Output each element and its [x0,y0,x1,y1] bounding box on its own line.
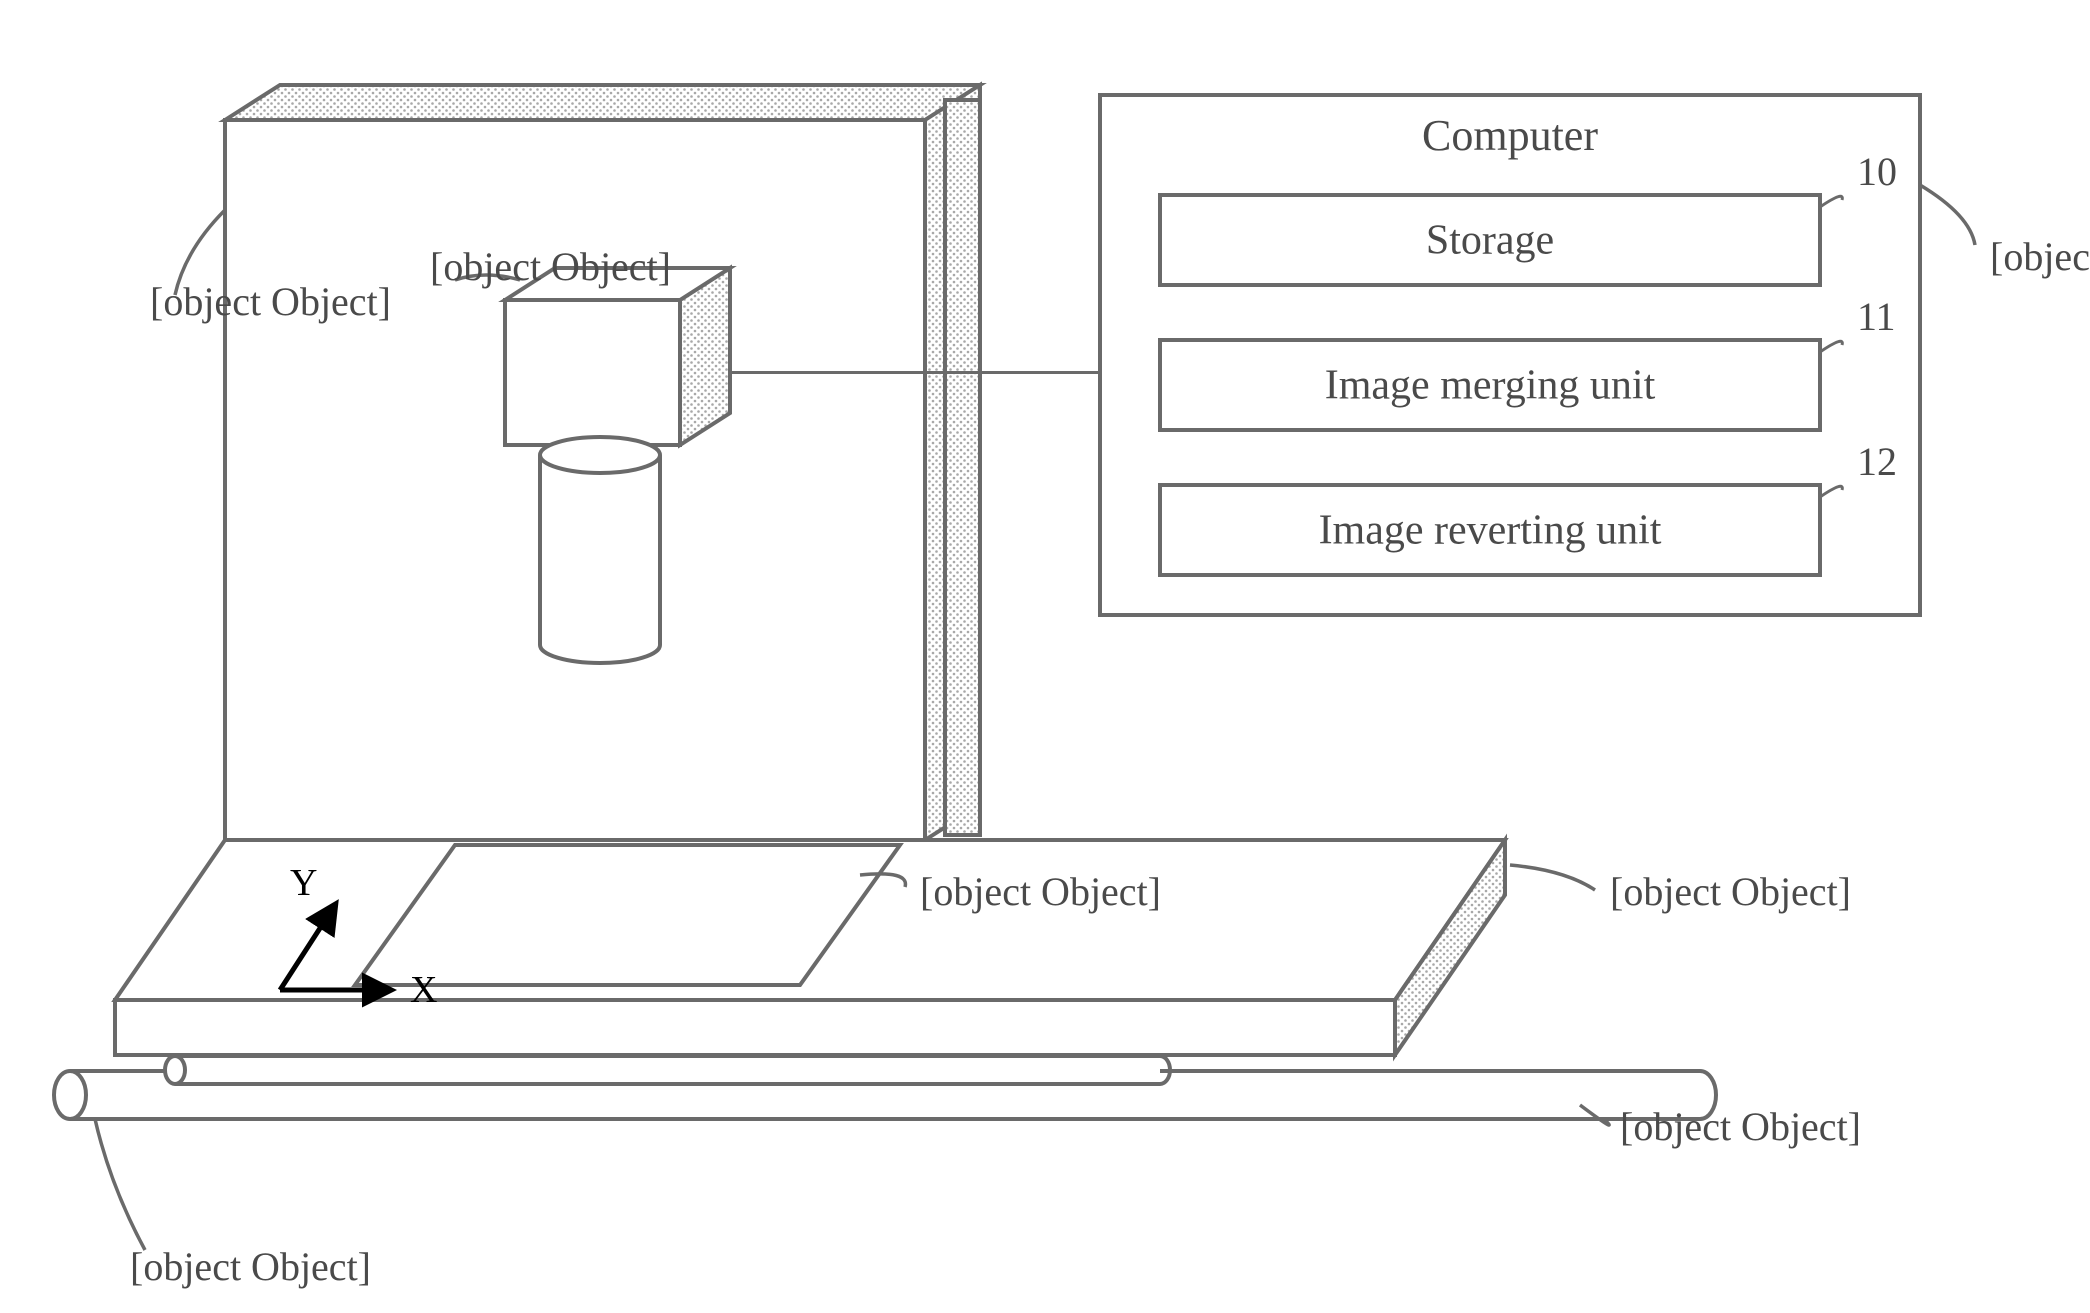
computer-title: Computer [1422,111,1598,160]
leader-7 [1510,865,1595,890]
diagram-canvas: X Y Computer Storage 10 Image merging unit 11 I… [0,0,2090,1313]
lens-body [540,455,660,663]
back-panel-top [225,85,980,120]
computer-box-label-1: Image merging unit [1325,363,1656,409]
lens-top [540,437,660,473]
ref-label-2: [object Object] [1620,1104,1861,1149]
computer-box-label-2: Image reverting unit [1319,508,1662,554]
computer-box-label-0: Storage [1426,218,1554,264]
pillar [945,100,980,835]
ref-label-6: [object Object] [920,869,1161,914]
ref-label-11: 11 [1857,294,1896,339]
axis-y-label: Y [290,862,317,904]
ref-label-12: 12 [1857,439,1897,484]
leader-box-1 [1820,341,1842,352]
leader-box-0 [1820,196,1842,207]
rod-inner-fill [175,1056,1160,1084]
platform-front [115,1000,1395,1055]
ref-label-4: [object Object] [130,1244,371,1289]
ref-label-7: [object Object] [1610,869,1851,914]
ref-label-1: [object Object] [1990,234,2090,279]
leader-1 [1920,185,1975,245]
rod-outer-cap-left [54,1071,86,1119]
rod-inner-cap-left [165,1056,185,1084]
ref-label-8: [object Object] [430,244,671,289]
leader-box-2 [1820,486,1842,497]
ref-label-10: 10 [1857,149,1897,194]
leader-4 [95,1119,145,1250]
ref-label-9: [object Object] [150,279,391,324]
leader-2 [1580,1105,1609,1125]
camera-front [505,300,680,445]
axis-x-label: X [410,969,437,1011]
